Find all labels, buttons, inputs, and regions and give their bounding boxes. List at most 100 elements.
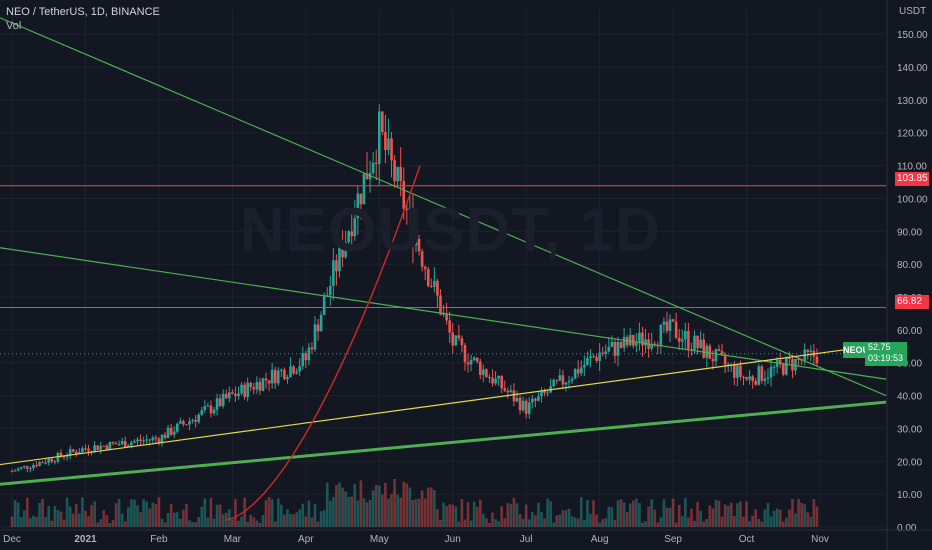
candle: [769, 366, 773, 378]
volume-bar: [607, 506, 611, 527]
candle: [252, 387, 256, 390]
candle: [757, 366, 761, 385]
y-tick-label: 130.00: [897, 96, 928, 107]
candle: [665, 321, 669, 331]
candle: [632, 334, 635, 346]
volume-bar: [120, 513, 124, 527]
x-tick-label: Apr: [298, 534, 314, 545]
volume-bar: [720, 516, 724, 527]
candle: [182, 421, 185, 425]
volume-bar: [736, 503, 739, 527]
volume-bar: [668, 507, 672, 527]
volume-bar: [10, 516, 14, 527]
candle: [283, 369, 286, 380]
candle: [601, 352, 604, 354]
volume-bar: [215, 504, 219, 527]
volume-bar: [638, 503, 641, 527]
volume-bar: [680, 516, 684, 527]
volume-bar: [402, 481, 406, 527]
volume-bar: [246, 521, 249, 527]
volume-bar: [127, 507, 130, 527]
candle: [261, 378, 265, 391]
volume-bar: [766, 503, 770, 527]
candle: [635, 341, 638, 346]
volume-bar: [806, 512, 810, 527]
volume-bar: [540, 512, 543, 527]
candle: [13, 470, 17, 472]
candle: [172, 431, 176, 435]
candle: [576, 369, 580, 374]
candle: [215, 398, 219, 410]
candle: [166, 427, 170, 439]
candle: [29, 468, 32, 470]
volume-bar: [423, 498, 427, 527]
volume-bar: [543, 518, 546, 527]
candle: [237, 393, 240, 397]
volume-bar: [71, 513, 75, 527]
volume-bar: [812, 499, 816, 527]
volume-bar: [365, 502, 369, 527]
candle: [622, 337, 626, 348]
candle: [384, 132, 387, 151]
candle: [292, 366, 295, 374]
candle: [335, 260, 338, 272]
candle: [748, 376, 751, 380]
candle: [677, 337, 681, 342]
x-tick-label: Dec: [3, 534, 21, 545]
candle: [430, 286, 433, 288]
volume-bar: [457, 521, 461, 527]
volume-bar: [745, 501, 748, 527]
candle: [806, 349, 810, 352]
candle: [19, 467, 23, 469]
volume-bar: [595, 514, 598, 527]
candle: [745, 377, 748, 380]
volume-bar: [292, 514, 295, 527]
volume-bar: [436, 509, 439, 527]
volume-bar: [347, 496, 350, 527]
volume-bar: [748, 521, 751, 527]
volume-bar: [356, 500, 360, 527]
volume-bar: [166, 512, 170, 527]
volume-bar: [791, 498, 794, 527]
volume-bar: [751, 515, 754, 527]
volume-bar: [699, 510, 702, 527]
candle: [243, 384, 246, 397]
y-tick-label: 90.00: [897, 227, 922, 238]
candle: [506, 390, 510, 393]
volume-bar: [157, 497, 161, 527]
candle: [362, 173, 366, 205]
volume-bar: [567, 508, 571, 527]
candle: [44, 462, 47, 464]
volume-bar: [381, 494, 384, 527]
candle: [472, 357, 476, 361]
volume-bar: [47, 506, 51, 527]
candle: [249, 382, 253, 388]
volume-bar: [531, 512, 534, 527]
candle: [175, 423, 179, 432]
candle: [102, 445, 106, 447]
candle: [433, 280, 436, 287]
price-axis: 0.0010.0020.0030.0040.0050.0060.0070.008…: [886, 0, 928, 550]
candle: [38, 462, 41, 466]
volume-bar: [442, 502, 445, 527]
candle: [607, 346, 611, 352]
volume-bar: [769, 516, 773, 527]
volume-bar: [497, 521, 500, 527]
candle: [62, 456, 66, 458]
volume-bar: [515, 503, 519, 527]
volume-bar: [148, 508, 152, 527]
candle: [705, 345, 709, 358]
candle: [797, 358, 800, 360]
candle: [616, 342, 620, 356]
volume-bar: [405, 483, 409, 527]
volume-bar: [194, 522, 197, 527]
candle: [650, 343, 653, 349]
volume-bar: [163, 522, 167, 527]
volume-bar: [506, 503, 510, 527]
candle: [10, 471, 14, 473]
volume-bar: [576, 518, 580, 527]
volume-bar: [635, 498, 638, 527]
candle: [381, 111, 384, 133]
volume-bar: [475, 506, 479, 527]
